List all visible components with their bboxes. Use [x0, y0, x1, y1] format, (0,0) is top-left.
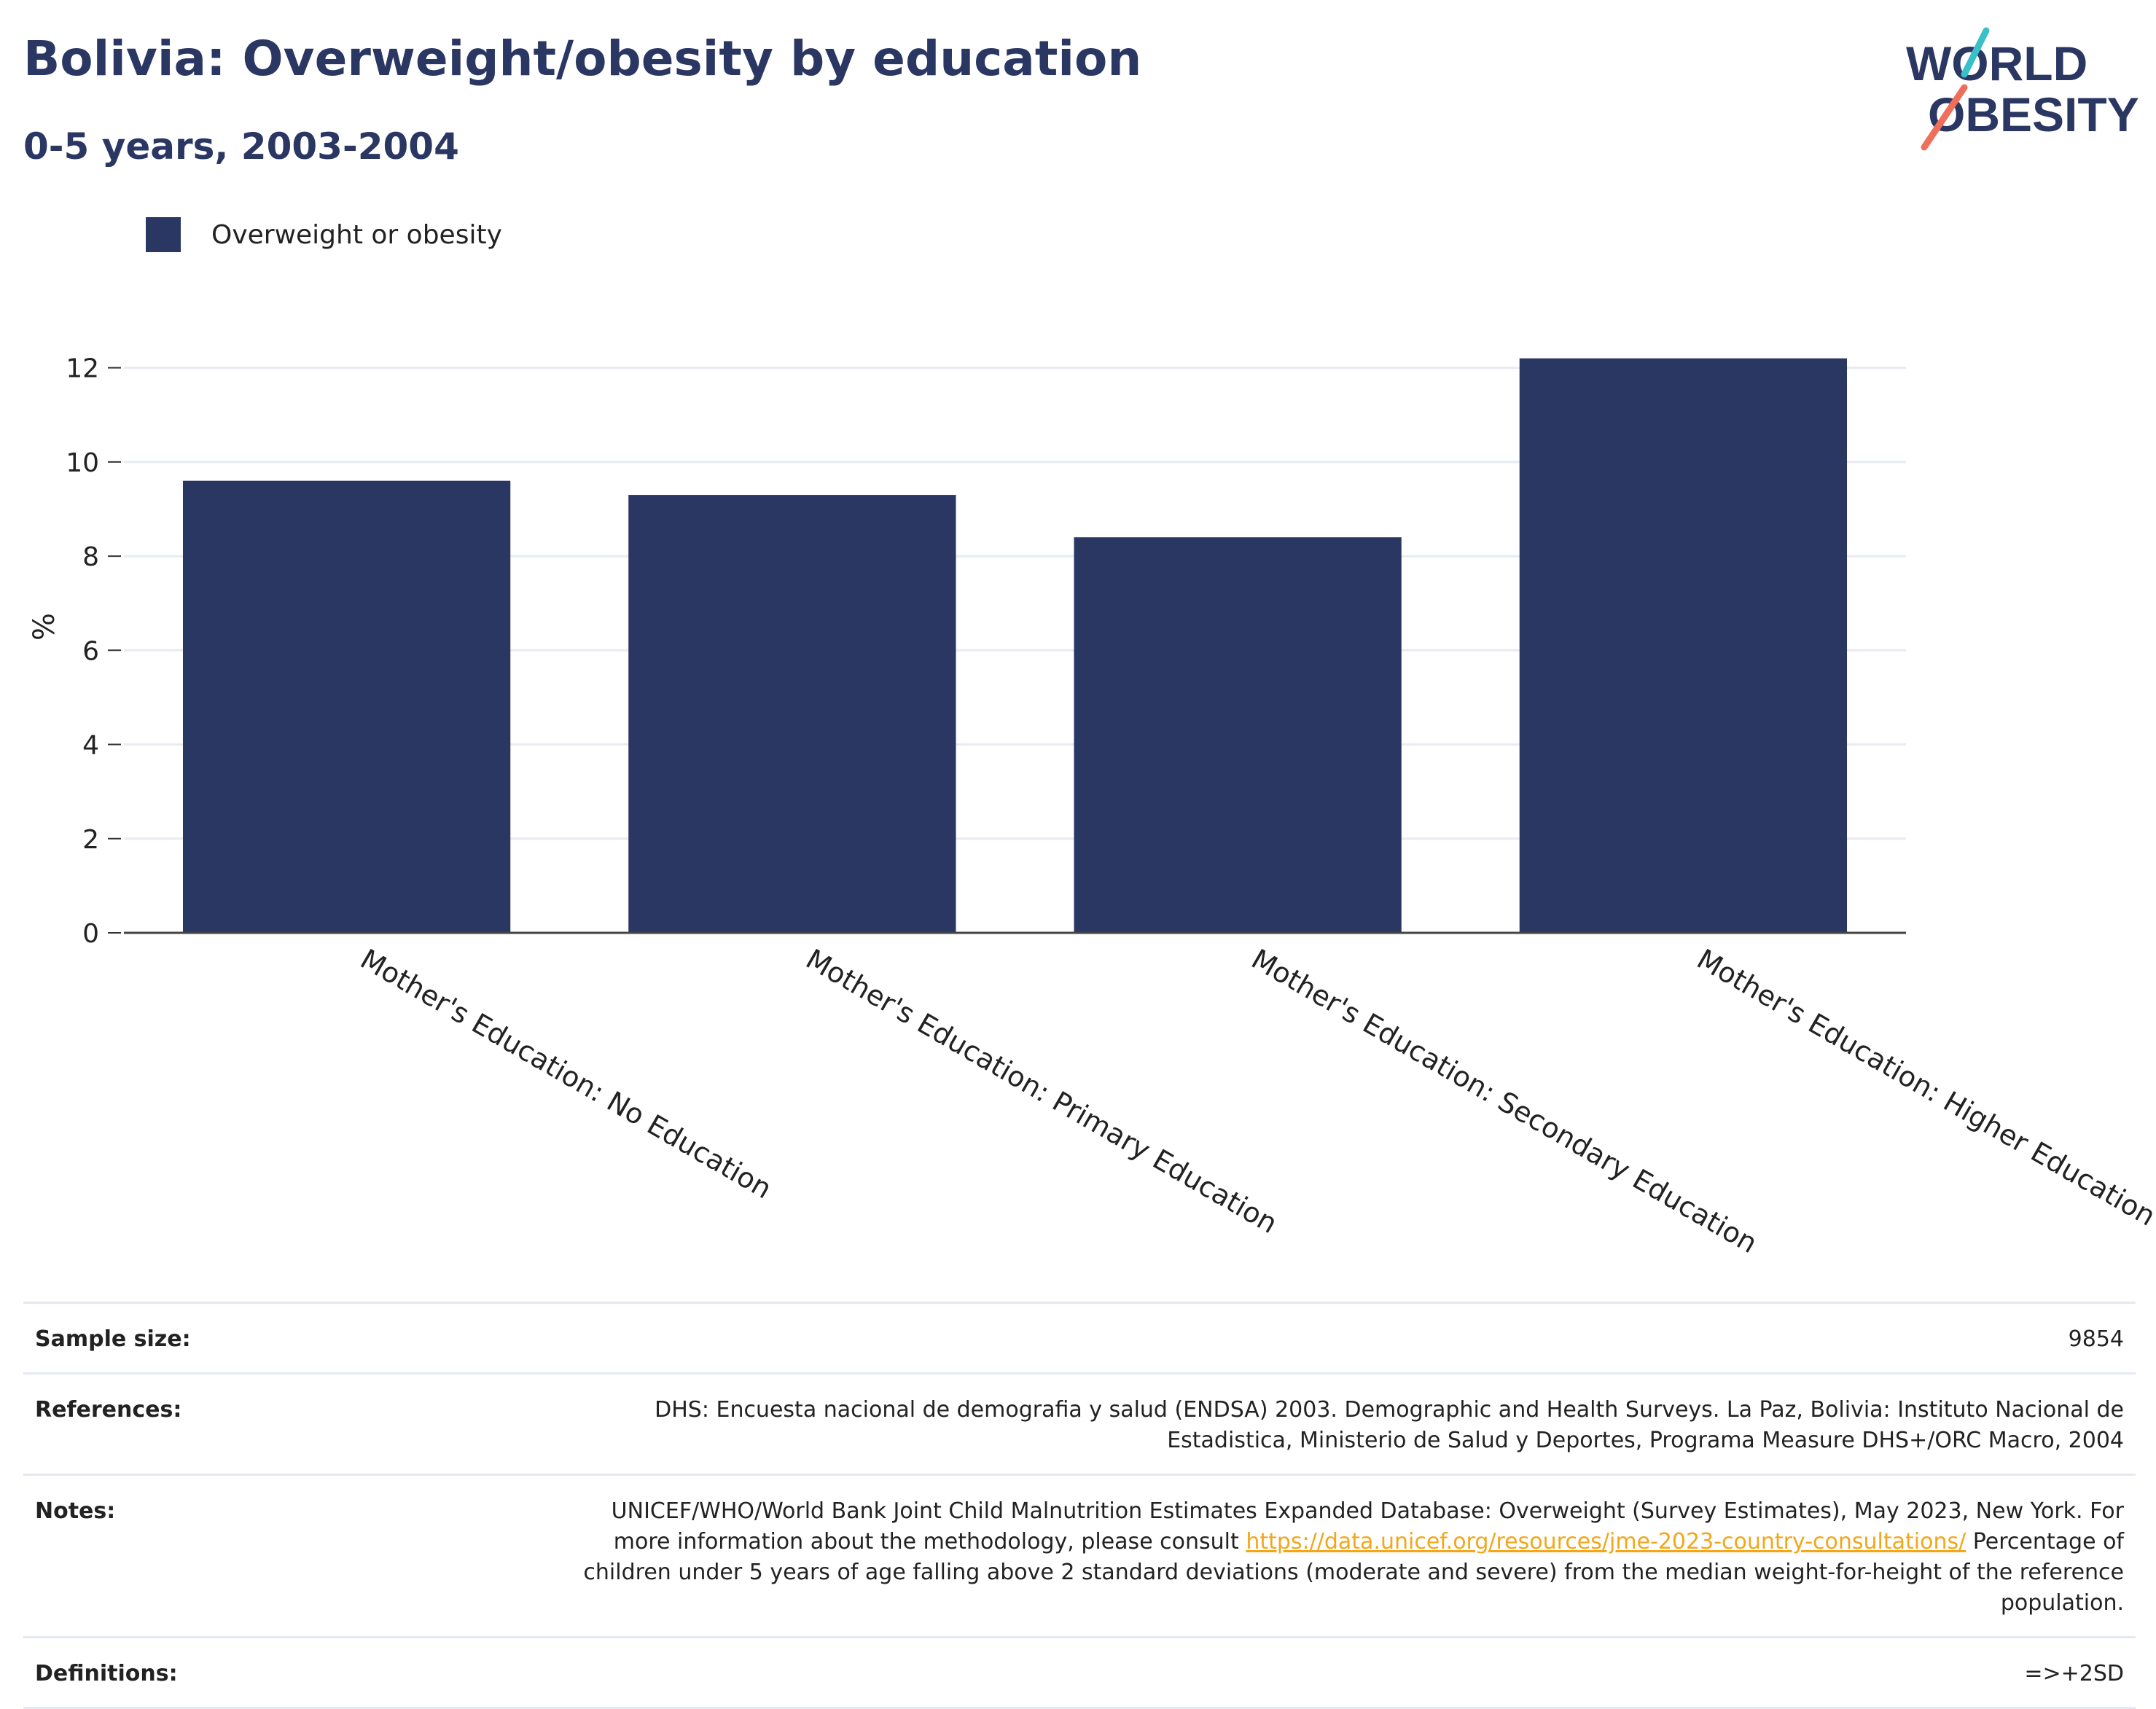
notes-methodology-link[interactable]: https://data.unicef.org/resources/jme-20… — [1246, 1529, 1966, 1554]
bar — [1074, 537, 1402, 933]
world-obesity-logo: WORLD OBESITY — [1906, 27, 2139, 151]
bar — [628, 495, 956, 933]
definitions-value: =>+2SD — [2024, 1661, 2124, 1686]
x-tick-label: Mother's Education: Higher Education — [1692, 943, 2156, 1232]
y-tick-label: 12 — [66, 354, 99, 384]
bar — [1519, 358, 1848, 933]
bar — [182, 480, 511, 933]
legend-swatch — [146, 217, 181, 252]
references-value: DHS: Encuesta nacional de demografia y s… — [655, 1397, 2124, 1453]
meta-row-notes: Notes: UNICEF/WHO/World Bank Joint Child… — [23, 1474, 2136, 1636]
page-subtitle: 0-5 years, 2003-2004 — [23, 125, 459, 168]
notes-text-after: Percentage of children under 5 years of … — [583, 1529, 2124, 1616]
legend-label: Overweight or obesity — [211, 219, 502, 250]
y-tick-label: 6 — [82, 636, 99, 666]
logo-line-1: WORLD — [1906, 36, 2087, 90]
y-tick-label: 8 — [82, 542, 99, 572]
sample-size-label: Sample size: — [35, 1326, 191, 1352]
meta-row-definitions: Definitions: =>+2SD — [23, 1636, 2136, 1709]
notes-value: UNICEF/WHO/World Bank Joint Child Malnut… — [564, 1496, 2124, 1619]
y-tick-label: 4 — [82, 731, 99, 761]
definitions-label: Definitions: — [35, 1661, 178, 1686]
logo-slash-teal — [1961, 27, 1990, 78]
y-tick-label: 0 — [82, 919, 99, 949]
notes-text-before: UNICEF/WHO/World Bank Joint Child Malnut… — [611, 1498, 2124, 1554]
x-tick-label: Mother's Education: Primary Education — [800, 943, 1283, 1240]
sample-size-value: 9854 — [2068, 1326, 2124, 1352]
notes-label: Notes: — [35, 1498, 116, 1524]
y-tick-label: 2 — [82, 825, 99, 855]
meta-row-references: References: DHS: Encuesta nacional de de… — [23, 1372, 2136, 1474]
logo-slash-coral — [1921, 84, 1968, 151]
references-label: References: — [35, 1397, 182, 1423]
y-tick-label: 10 — [66, 448, 99, 478]
metadata-table: Sample size: 9854 References: DHS: Encue… — [23, 1302, 2136, 1709]
y-axis-label: % — [28, 613, 61, 641]
bar-chart: 0 2 4 6 8 10 12% Mother's Education: No Educati… — [28, 354, 2156, 1260]
page-title: Bolivia: Overweight/obesity by education — [23, 31, 1142, 87]
x-tick-label: Mother's Education: Secondary Education — [1246, 943, 1763, 1260]
meta-row-sample-size: Sample size: 9854 — [23, 1302, 2136, 1372]
logo-line-2: OBESITY — [1928, 87, 2139, 141]
chart-legend[interactable]: Overweight or obesity — [146, 217, 502, 252]
x-tick-label: Mother's Education: No Education — [355, 943, 777, 1205]
